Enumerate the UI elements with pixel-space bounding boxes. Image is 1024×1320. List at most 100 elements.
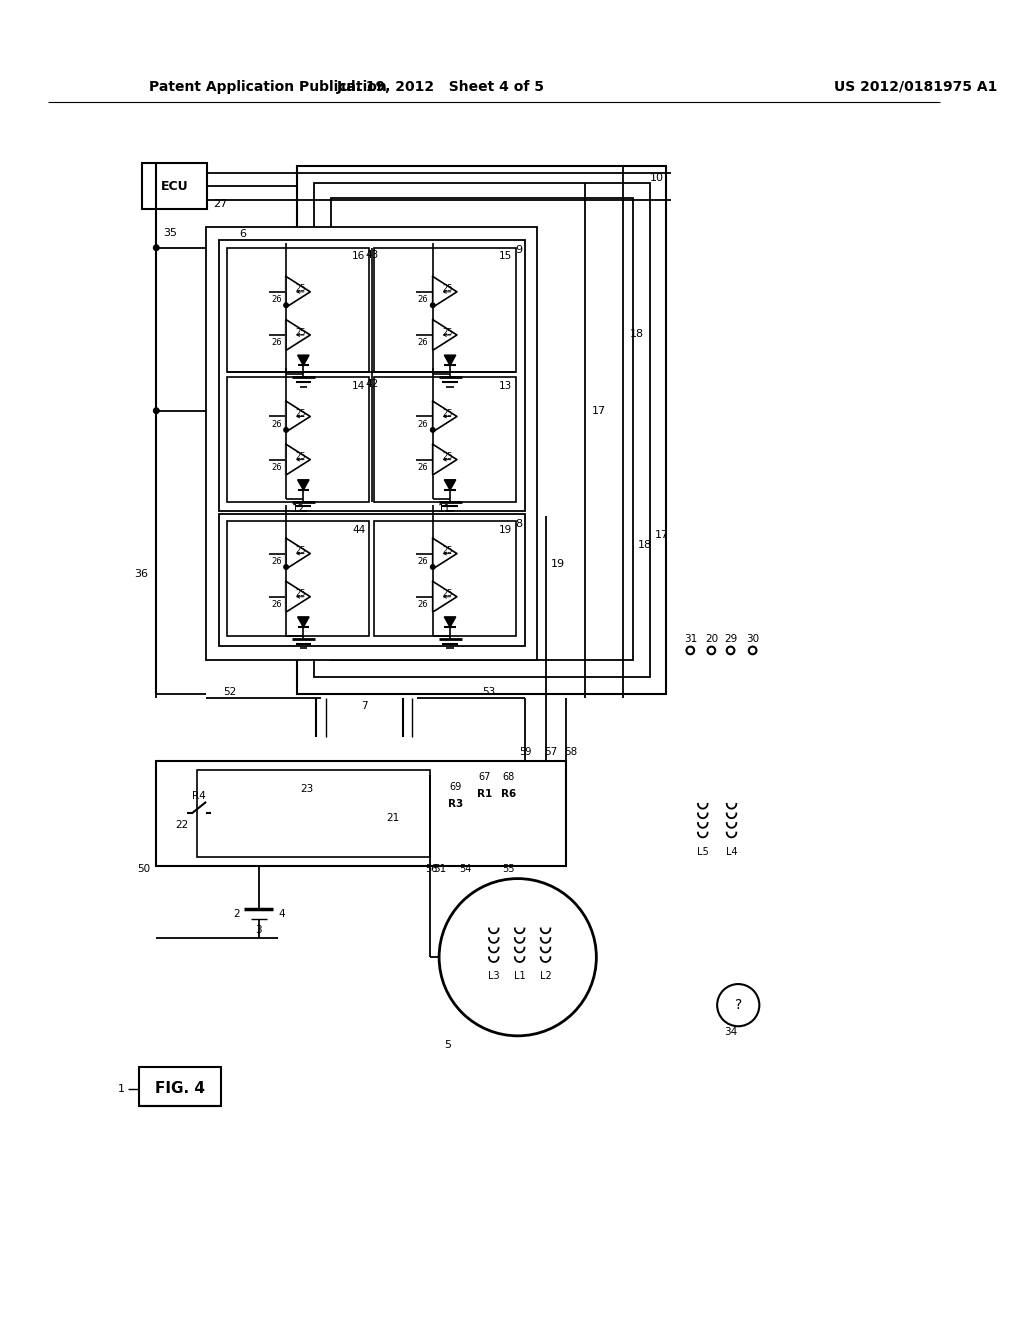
Polygon shape bbox=[433, 319, 457, 350]
Bar bbox=[314, 182, 650, 677]
Text: Jul. 19, 2012   Sheet 4 of 5: Jul. 19, 2012 Sheet 4 of 5 bbox=[337, 79, 545, 94]
Text: L5: L5 bbox=[697, 846, 709, 857]
Text: 26: 26 bbox=[271, 420, 282, 429]
Polygon shape bbox=[298, 479, 309, 490]
Bar bbox=[197, 771, 429, 857]
Text: 15: 15 bbox=[499, 251, 512, 261]
Text: 26: 26 bbox=[271, 294, 282, 304]
Text: 13: 13 bbox=[499, 380, 512, 391]
Text: 1: 1 bbox=[118, 1084, 125, 1093]
Text: 55: 55 bbox=[502, 865, 514, 874]
Polygon shape bbox=[286, 319, 310, 350]
Bar bbox=[374, 248, 516, 372]
Polygon shape bbox=[286, 276, 310, 308]
Text: 6: 6 bbox=[240, 230, 247, 239]
Text: 25: 25 bbox=[296, 453, 306, 461]
Text: L3: L3 bbox=[488, 972, 500, 981]
Polygon shape bbox=[298, 355, 309, 366]
Text: 8: 8 bbox=[515, 519, 522, 529]
Text: 36: 36 bbox=[134, 569, 148, 578]
Circle shape bbox=[686, 647, 694, 655]
Bar bbox=[374, 521, 516, 636]
Polygon shape bbox=[298, 616, 309, 627]
Text: 16: 16 bbox=[352, 251, 366, 261]
Text: L2: L2 bbox=[540, 972, 551, 981]
Bar bbox=[331, 198, 633, 660]
Circle shape bbox=[717, 983, 760, 1026]
Text: 25: 25 bbox=[296, 327, 306, 337]
Circle shape bbox=[154, 408, 159, 413]
Bar bbox=[142, 164, 207, 210]
Text: 21: 21 bbox=[386, 813, 399, 824]
Bar bbox=[227, 248, 369, 372]
Bar bbox=[139, 1068, 220, 1106]
Text: 25: 25 bbox=[442, 409, 453, 418]
Text: ?: ? bbox=[734, 998, 741, 1012]
Text: 25: 25 bbox=[442, 453, 453, 461]
Text: 56: 56 bbox=[425, 865, 437, 874]
Text: 18: 18 bbox=[638, 540, 651, 550]
Bar bbox=[157, 760, 565, 866]
Text: 25: 25 bbox=[296, 546, 306, 556]
Text: 26: 26 bbox=[418, 599, 428, 609]
Text: 58: 58 bbox=[564, 747, 578, 758]
Text: Patent Application Publication: Patent Application Publication bbox=[148, 79, 386, 94]
Circle shape bbox=[431, 304, 435, 308]
Text: 10: 10 bbox=[649, 173, 664, 182]
Text: 19: 19 bbox=[551, 560, 565, 569]
Text: FIG. 4: FIG. 4 bbox=[155, 1081, 205, 1096]
Text: 26: 26 bbox=[418, 420, 428, 429]
Bar bbox=[374, 378, 516, 502]
Text: 26: 26 bbox=[271, 338, 282, 347]
Circle shape bbox=[285, 428, 288, 432]
Text: 25: 25 bbox=[296, 285, 306, 293]
Bar bbox=[206, 227, 537, 660]
Text: 69: 69 bbox=[450, 781, 462, 792]
Text: 14: 14 bbox=[352, 380, 366, 391]
Text: 3: 3 bbox=[256, 925, 262, 936]
Text: 59: 59 bbox=[519, 747, 531, 758]
Text: 57: 57 bbox=[545, 747, 558, 758]
Polygon shape bbox=[444, 616, 456, 627]
Text: 50: 50 bbox=[137, 865, 151, 874]
Text: 26: 26 bbox=[271, 557, 282, 566]
Bar bbox=[297, 166, 667, 693]
Text: 52: 52 bbox=[223, 686, 237, 697]
Text: 42: 42 bbox=[366, 379, 379, 389]
Text: 23: 23 bbox=[300, 784, 313, 795]
Text: 43: 43 bbox=[366, 251, 379, 260]
Text: 25: 25 bbox=[442, 285, 453, 293]
Text: 25: 25 bbox=[442, 546, 453, 556]
Circle shape bbox=[708, 647, 715, 655]
Text: 17: 17 bbox=[592, 405, 605, 416]
Text: L1: L1 bbox=[514, 972, 525, 981]
Text: L4: L4 bbox=[726, 846, 737, 857]
Polygon shape bbox=[286, 445, 310, 475]
Text: US 2012/0181975 A1: US 2012/0181975 A1 bbox=[835, 79, 997, 94]
Text: 4: 4 bbox=[279, 909, 285, 919]
Text: 25: 25 bbox=[296, 589, 306, 598]
Text: 25: 25 bbox=[442, 327, 453, 337]
Text: 68: 68 bbox=[502, 772, 514, 781]
Text: 9: 9 bbox=[515, 244, 522, 255]
Text: 29: 29 bbox=[724, 634, 737, 644]
Text: 26: 26 bbox=[418, 463, 428, 471]
Text: 25: 25 bbox=[442, 589, 453, 598]
Polygon shape bbox=[433, 539, 457, 569]
Text: 11: 11 bbox=[438, 503, 452, 513]
Text: R6: R6 bbox=[501, 789, 516, 799]
Text: R1: R1 bbox=[476, 789, 492, 799]
Text: 12: 12 bbox=[292, 503, 305, 513]
Text: 35: 35 bbox=[163, 228, 177, 239]
Circle shape bbox=[285, 304, 288, 308]
Text: 22: 22 bbox=[175, 820, 188, 830]
Circle shape bbox=[285, 565, 288, 569]
Polygon shape bbox=[433, 445, 457, 475]
Text: 26: 26 bbox=[418, 557, 428, 566]
Text: 51: 51 bbox=[433, 865, 446, 874]
Circle shape bbox=[431, 428, 435, 432]
Text: 44: 44 bbox=[352, 524, 366, 535]
Text: 20: 20 bbox=[705, 634, 718, 644]
Text: ECU: ECU bbox=[161, 180, 188, 193]
Bar bbox=[218, 240, 525, 511]
